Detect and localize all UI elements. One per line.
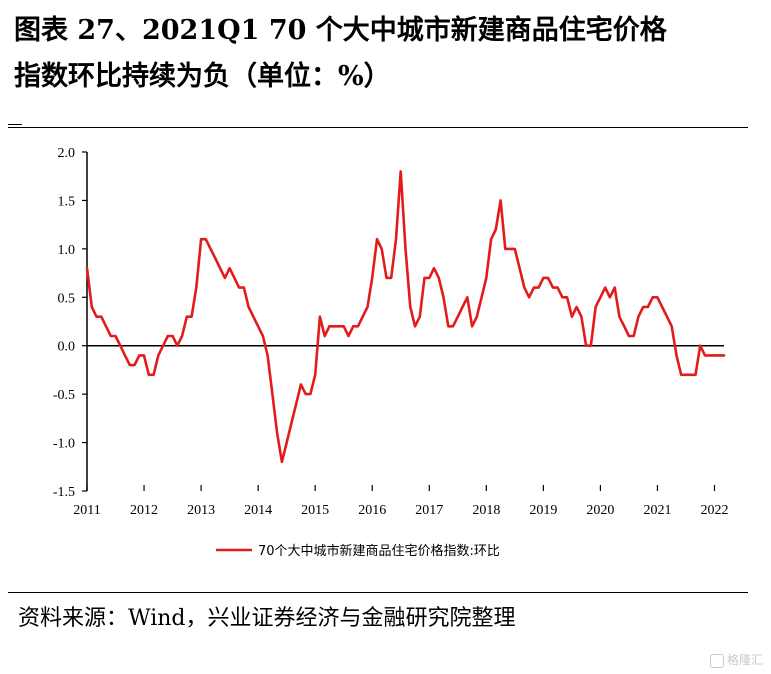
series-layer xyxy=(85,170,726,464)
y-tick-label: 1.0 xyxy=(58,243,76,258)
y-tick-label: 1.5 xyxy=(58,194,76,209)
x-tick-label: 2018 xyxy=(472,503,500,518)
series-line xyxy=(85,170,726,464)
x-tick-label: 2016 xyxy=(358,503,386,518)
x-tick-label: 2017 xyxy=(415,503,443,518)
y-tick-label: -1.5 xyxy=(53,485,75,500)
source-note: 资料来源：Wind，兴业证券经济与金融研究院整理 xyxy=(18,606,516,631)
legend-label: 70个大中城市新建商品住宅价格指数:环比 xyxy=(258,543,500,559)
x-tick-label: 2022 xyxy=(700,503,728,518)
bottom-rule xyxy=(8,592,748,593)
figure-title-line-1: 图表 27、2021Q1 70 个大中城市新建商品住宅价格 xyxy=(14,15,667,46)
x-tick-label: 2014 xyxy=(244,503,272,518)
legend: 70个大中城市新建商品住宅价格指数:环比 xyxy=(216,543,500,559)
watermark-text: 格隆汇 xyxy=(726,653,763,667)
watermark-logo-icon xyxy=(709,653,724,668)
figure-title-line-2: 指数环比持续为负（单位：%） xyxy=(14,61,391,92)
x-tick-label: 2015 xyxy=(301,503,329,518)
y-tick-label: -1.0 xyxy=(53,437,75,452)
x-tick-label: 2013 xyxy=(187,503,215,518)
y-tick-label: 2.0 xyxy=(58,146,76,161)
watermark: 格隆汇 xyxy=(709,651,763,668)
chart-axes xyxy=(82,151,724,492)
y-tick-label: 0.5 xyxy=(58,291,76,306)
y-tick-label: -0.5 xyxy=(53,388,75,403)
x-tick-label: 2012 xyxy=(130,503,158,518)
figure-title: 图表 27、2021Q1 70 个大中城市新建商品住宅价格 指数环比持续为负（单… xyxy=(14,8,754,100)
rule-tick xyxy=(8,124,22,125)
y-tick-label: 0.0 xyxy=(58,340,76,355)
x-tick-label: 2020 xyxy=(586,503,614,518)
x-tick-label: 2019 xyxy=(529,503,557,518)
top-rule xyxy=(8,127,748,128)
x-tick-label: 2011 xyxy=(73,503,100,518)
x-tick-label: 2021 xyxy=(643,503,671,518)
line-chart: -1.5 -1.0 -0.5 0.0 0.5 1.0 1.5 2.0 2011 2012 2013 2… xyxy=(53,146,729,559)
tick-labels: -1.5 -1.0 -0.5 0.0 0.5 1.0 1.5 2.0 2011 2012 2013 2… xyxy=(53,146,729,518)
